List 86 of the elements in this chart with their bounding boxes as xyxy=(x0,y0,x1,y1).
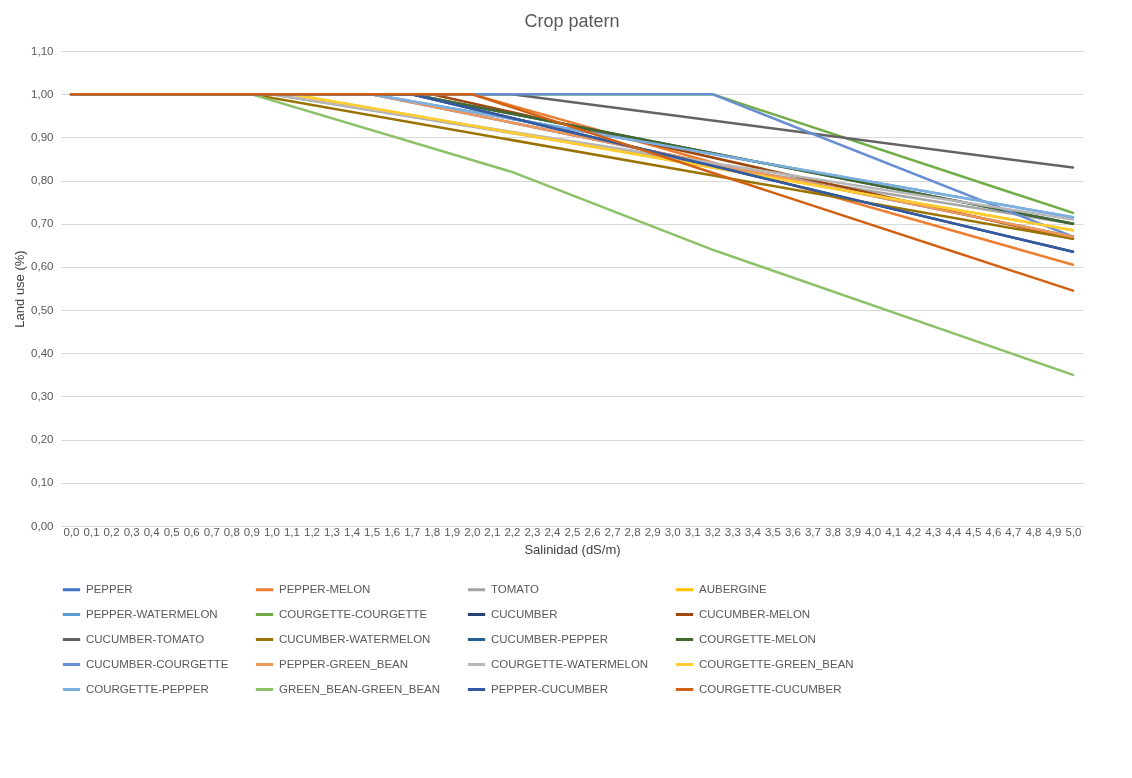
x-tick-label: 2,5 xyxy=(564,525,581,538)
x-tick-label: 0,7 xyxy=(203,525,220,538)
x-tick-label: 4,9 xyxy=(1045,525,1062,538)
x-tick-label: 4,6 xyxy=(985,525,1002,538)
x-tick-label: 3,9 xyxy=(845,525,862,538)
x-tick-label: 1,0 xyxy=(263,525,280,538)
y-tick-label: 0,70 xyxy=(31,217,54,230)
y-tick-label: 0,10 xyxy=(31,476,54,489)
x-tick-label: 5,0 xyxy=(1065,525,1082,538)
x-tick-label: 2,7 xyxy=(604,525,621,538)
x-tick-label: 2,9 xyxy=(644,525,661,538)
x-tick-label: 4,2 xyxy=(905,525,922,538)
x-tick-label: 0,4 xyxy=(143,525,161,538)
x-tick-label: 0,2 xyxy=(103,525,120,538)
chart-title: Crop patern xyxy=(524,11,620,31)
x-tick-label: 0,0 xyxy=(63,525,80,538)
legend-label: COURGETTE-WATERMELON xyxy=(491,657,649,670)
legend-label: CUCUMBER-MELON xyxy=(699,607,811,620)
x-tick-label: 4,4 xyxy=(945,525,962,538)
x-tick-label: 4,0 xyxy=(865,525,882,538)
y-tick-label: 1,00 xyxy=(31,87,54,100)
x-tick-label: 3,6 xyxy=(784,525,801,538)
legend-label: COURGETTE-COURGETTE xyxy=(279,607,428,620)
x-tick-label: 1,1 xyxy=(283,525,300,538)
x-tick-label: 2,3 xyxy=(524,525,541,538)
x-tick-label: 0,8 xyxy=(223,525,240,538)
x-tick-label: 3,0 xyxy=(664,525,681,538)
x-tick-label: 2,4 xyxy=(544,525,562,538)
legend-label: PEPPER-GREEN_BEAN xyxy=(279,657,409,670)
x-tick-label: 3,4 xyxy=(744,525,762,538)
x-tick-label: 1,6 xyxy=(384,525,401,538)
x-tick-label: 0,6 xyxy=(183,525,200,538)
legend-label: GREEN_BEAN-GREEN_BEAN xyxy=(279,682,441,695)
x-tick-label: 3,8 xyxy=(825,525,842,538)
x-tick-label: 1,7 xyxy=(404,525,421,538)
x-tick-label: 4,8 xyxy=(1025,525,1042,538)
legend-label: PEPPER-CUCUMBER xyxy=(491,682,608,695)
x-tick-label: 2,0 xyxy=(464,525,481,538)
x-tick-label: 0,5 xyxy=(163,525,180,538)
legend-label: CUCUMBER-PEPPER xyxy=(491,632,608,645)
y-tick-label: 0,00 xyxy=(31,519,54,532)
x-tick-label: 1,8 xyxy=(424,525,441,538)
legend-label: CUCUMBER-WATERMELON xyxy=(279,632,431,645)
y-tick-label: 0,40 xyxy=(31,346,54,359)
x-tick-label: 0,3 xyxy=(123,525,140,538)
x-tick-label: 0,9 xyxy=(243,525,260,538)
legend-label: TOMATO xyxy=(491,582,539,595)
x-axis-title: Salinidad (dS/m) xyxy=(524,542,621,557)
y-tick-label: 0,50 xyxy=(31,303,54,316)
legend-label: CUCUMBER-COURGETTE xyxy=(86,657,229,670)
x-tick-label: 4,3 xyxy=(925,525,942,538)
y-tick-label: 0,90 xyxy=(31,130,54,143)
x-tick-label: 2,8 xyxy=(624,525,641,538)
legend-label: CUCUMBER-TOMATO xyxy=(86,632,205,645)
y-axis-title: Land use (%) xyxy=(12,250,28,328)
x-tick-label: 3,2 xyxy=(704,525,721,538)
x-tick-label: 3,1 xyxy=(684,525,701,538)
x-tick-label: 3,7 xyxy=(804,525,821,538)
y-tick-label: 0,30 xyxy=(31,389,54,402)
legend-label: PEPPER xyxy=(86,582,133,595)
x-tick-label: 2,6 xyxy=(584,525,601,538)
legend-label: COURGETTE-PEPPER xyxy=(86,682,209,695)
legend-label: COURGETTE-GREEN_BEAN xyxy=(699,657,854,670)
x-tick-label: 4,1 xyxy=(885,525,902,538)
x-tick-label: 3,5 xyxy=(764,525,781,538)
legend-label: AUBERGINE xyxy=(699,582,768,595)
x-tick-label: 4,7 xyxy=(1005,525,1022,538)
x-tick-label: 3,3 xyxy=(724,525,741,538)
x-tick-label: 2,1 xyxy=(484,525,501,538)
x-tick-label: 1,2 xyxy=(303,525,320,538)
y-tick-label: 0,20 xyxy=(31,433,54,446)
x-tick-label: 4,5 xyxy=(965,525,982,538)
legend-label: PEPPER-WATERMELON xyxy=(86,607,218,620)
legend-label: COURGETTE-CUCUMBER xyxy=(699,682,842,695)
y-tick-label: 0,80 xyxy=(31,174,54,187)
x-tick-label: 1,9 xyxy=(444,525,461,538)
x-tick-label: 2,2 xyxy=(504,525,521,538)
x-tick-label: 0,1 xyxy=(83,525,100,538)
legend-label: CUCUMBER xyxy=(491,607,558,620)
legend-label: PEPPER-MELON xyxy=(279,582,371,595)
legend-label: COURGETTE-MELON xyxy=(699,632,816,645)
y-tick-label: 1,10 xyxy=(31,44,54,57)
x-tick-label: 1,3 xyxy=(324,525,341,538)
y-tick-label: 0,60 xyxy=(31,260,54,273)
x-tick-label: 1,4 xyxy=(344,525,361,538)
x-tick-label: 1,5 xyxy=(364,525,381,538)
